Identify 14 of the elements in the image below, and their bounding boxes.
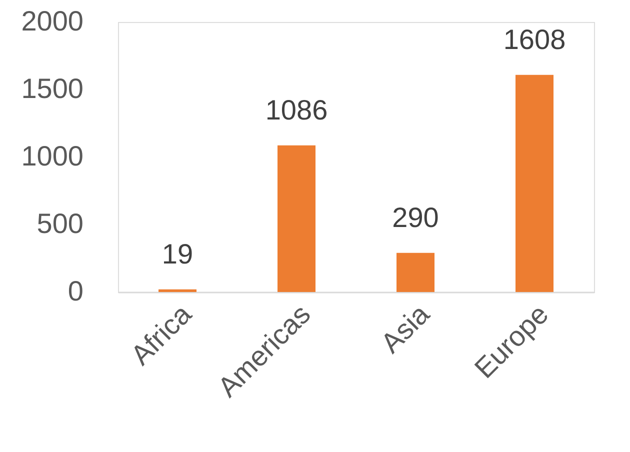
bar <box>396 252 434 292</box>
y-tick-label: 0 <box>68 276 84 306</box>
y-tick-label: 500 <box>36 208 84 239</box>
x-tick-label: Asia <box>374 298 436 359</box>
y-tick-label: 1500 <box>21 73 84 104</box>
data-label: 1086 <box>265 94 328 126</box>
data-label: 290 <box>392 202 439 233</box>
y-tick-label: 1000 <box>21 140 84 172</box>
data-label: 1608 <box>503 24 566 55</box>
bar <box>278 145 316 292</box>
y-tick-label: 2000 <box>21 6 84 36</box>
bar <box>516 74 554 292</box>
bar <box>158 289 196 292</box>
data-label: 19 <box>162 238 194 270</box>
